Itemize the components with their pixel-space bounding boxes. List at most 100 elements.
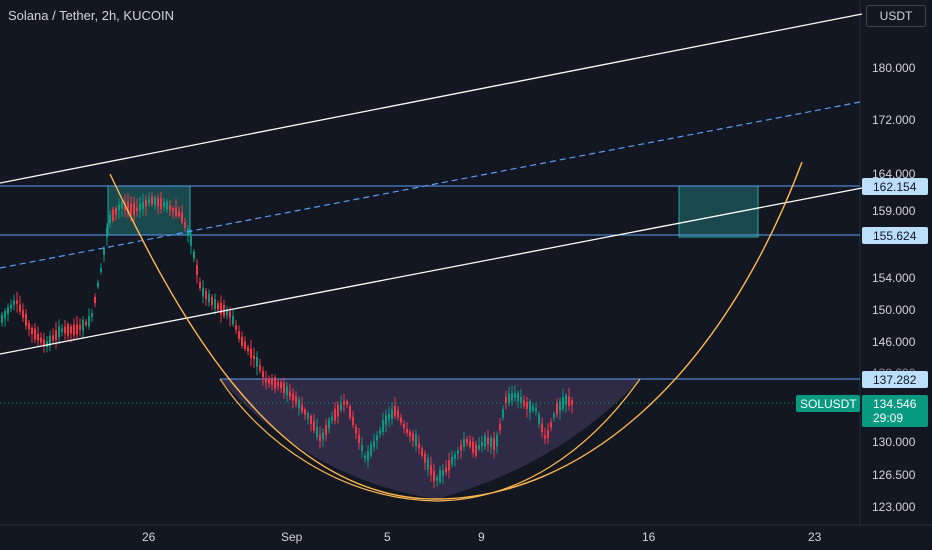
candle-body: [451, 457, 453, 465]
candle-body: [376, 435, 378, 441]
candle-body: [385, 415, 387, 425]
candle-body: [121, 201, 123, 209]
trend-line-upper[interactable]: [0, 13, 863, 184]
candle-body: [301, 404, 303, 412]
candle-body: [445, 467, 447, 473]
cup-area[interactable]: [220, 379, 640, 499]
candle-body: [541, 423, 543, 433]
price-tick: 172.000: [872, 113, 916, 127]
candle-body: [70, 326, 72, 334]
symbol-title[interactable]: Solana / Tether, 2h, KUCOIN: [8, 8, 174, 23]
candle-body: [421, 448, 423, 456]
candle-body: [331, 416, 333, 421]
price-tick: 130.000: [872, 435, 916, 449]
candle-body: [163, 202, 165, 207]
candle-body: [202, 287, 204, 297]
candle-body: [277, 381, 279, 387]
resistance-zone-right[interactable]: [678, 185, 759, 238]
candle-body: [88, 316, 90, 327]
candle-body: [538, 414, 540, 424]
candle-body: [241, 336, 243, 346]
candle-body: [367, 451, 369, 461]
candle-body: [286, 386, 288, 396]
candle-body: [1, 314, 3, 323]
time-axis[interactable]: 26 Sep 5 9 16 23: [142, 530, 822, 544]
candle-body: [475, 444, 477, 456]
candle-body: [61, 328, 63, 332]
candle-body: [460, 444, 462, 451]
candle-body: [220, 302, 222, 314]
candle-body: [262, 370, 264, 378]
candle-body: [358, 434, 360, 444]
candle-body: [91, 313, 93, 317]
candle-body: [520, 396, 522, 404]
candle-body: [187, 228, 189, 237]
candle-body: [127, 201, 129, 214]
candle-body: [412, 433, 414, 441]
candle-body: [343, 401, 345, 405]
candle-body: [478, 445, 480, 449]
time-tick: 23: [808, 530, 822, 544]
candle-body: [298, 399, 300, 409]
candle-body: [409, 431, 411, 437]
candle-body: [283, 382, 285, 394]
candle-body: [394, 405, 396, 417]
candle-body: [25, 314, 27, 326]
candle-body: [181, 212, 183, 223]
cup-curve[interactable]: [109, 161, 803, 500]
candle-body: [106, 227, 108, 238]
price-tag-155[interactable]: 155.624: [862, 227, 928, 244]
candle-body: [481, 441, 483, 447]
candle-body: [211, 296, 213, 306]
candle-body: [250, 348, 252, 358]
currency-button[interactable]: USDT: [866, 5, 926, 27]
candle-body: [199, 281, 201, 289]
candle-body: [160, 197, 162, 209]
candle-body: [259, 365, 261, 371]
candle-body: [208, 293, 210, 303]
candle-body: [151, 196, 153, 205]
cup-curve-inner[interactable]: [219, 378, 641, 502]
time-tick: 5: [384, 530, 391, 544]
candle-body: [535, 408, 537, 412]
candle-body: [517, 393, 519, 401]
candle-body: [454, 454, 456, 459]
candle-body: [82, 319, 84, 331]
price-tag-162[interactable]: 162.154: [862, 178, 928, 195]
candle-body: [523, 400, 525, 406]
candle-body: [457, 450, 459, 454]
price-tick: 154.000: [872, 271, 916, 285]
candle-body: [28, 323, 30, 329]
candle-body: [340, 403, 342, 410]
trend-line-mid-dashed[interactable]: [0, 101, 861, 269]
candle-body: [559, 401, 561, 411]
price-tick: 126.500: [872, 468, 916, 482]
candle-body: [505, 397, 507, 403]
time-tick: Sep: [281, 530, 303, 544]
candle-body: [133, 203, 135, 216]
candle-body: [157, 197, 159, 207]
candle-body: [13, 300, 15, 305]
candle-body: [58, 326, 60, 338]
candle-body: [337, 404, 339, 417]
candle-body: [361, 445, 363, 451]
candle-body: [22, 310, 24, 318]
candle-body: [532, 406, 534, 411]
candle-body: [37, 333, 39, 341]
candle-body: [547, 430, 549, 438]
candle-body: [289, 391, 291, 397]
candle-body: [40, 337, 42, 343]
price-tag-137[interactable]: 137.282: [862, 371, 928, 388]
trend-line-lower[interactable]: [0, 187, 863, 355]
candle-body: [103, 247, 105, 255]
candle-body: [556, 403, 558, 415]
candle-body: [406, 429, 408, 433]
last-price-tag[interactable]: SOLUSDT 134.546 29:09: [796, 395, 928, 427]
candle-body: [238, 331, 240, 339]
candle-body: [466, 438, 468, 444]
candle-body: [427, 458, 429, 470]
candle-body: [256, 357, 258, 367]
price-axis[interactable]: 180.000 172.000 164.000 159.000 154.000 …: [872, 61, 916, 514]
candle-body: [49, 335, 51, 347]
